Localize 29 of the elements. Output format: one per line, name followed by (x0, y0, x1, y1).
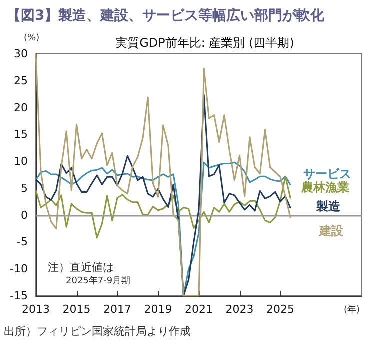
y-axis-title: (%) (24, 34, 40, 44)
x-tick-label: 2015 (62, 303, 91, 316)
y-tick-label: -10 (10, 262, 28, 276)
x-tick-label: 2023 (226, 303, 254, 316)
line-series (35, 94, 292, 297)
y-tick-label: -15 (10, 290, 28, 302)
series-label: サービス (304, 167, 352, 182)
series-label: 農林漁業 (300, 180, 350, 195)
y-tick-label: 15 (14, 128, 28, 142)
x-tick-label: 2021 (185, 303, 213, 316)
y-tick-label: 25 (14, 74, 28, 88)
chart-title: 【図3】製造、建設、サービス等幅広い部門が軟化 (7, 7, 326, 24)
annotation: 注）直近値は 2025年7-9月期 (48, 261, 131, 286)
x-tick-label: 2017 (104, 303, 132, 316)
chart-subtitle: 実質GDP前年比: 産業別 (四半期) (116, 36, 294, 50)
line-series (35, 176, 292, 239)
y-tick-label: 0 (21, 208, 28, 222)
text: 製造 (316, 199, 342, 214)
y-tick-label: 30 (14, 48, 28, 60)
y-tick-label: -5 (17, 236, 28, 249)
x-tick-label: 2019 (144, 303, 172, 316)
y-tick-label: 20 (14, 101, 28, 114)
x-tick-label: 2025 (266, 303, 294, 316)
text: 建設 (318, 224, 345, 238)
text: 出所）フィリピン国家統計局より作成 (4, 325, 191, 338)
y-tick-label: 10 (14, 155, 28, 168)
x-axis-title: (年) (344, 304, 360, 316)
x-tick-label: 2013 (22, 303, 50, 316)
y-tick-label: 5 (21, 182, 28, 195)
